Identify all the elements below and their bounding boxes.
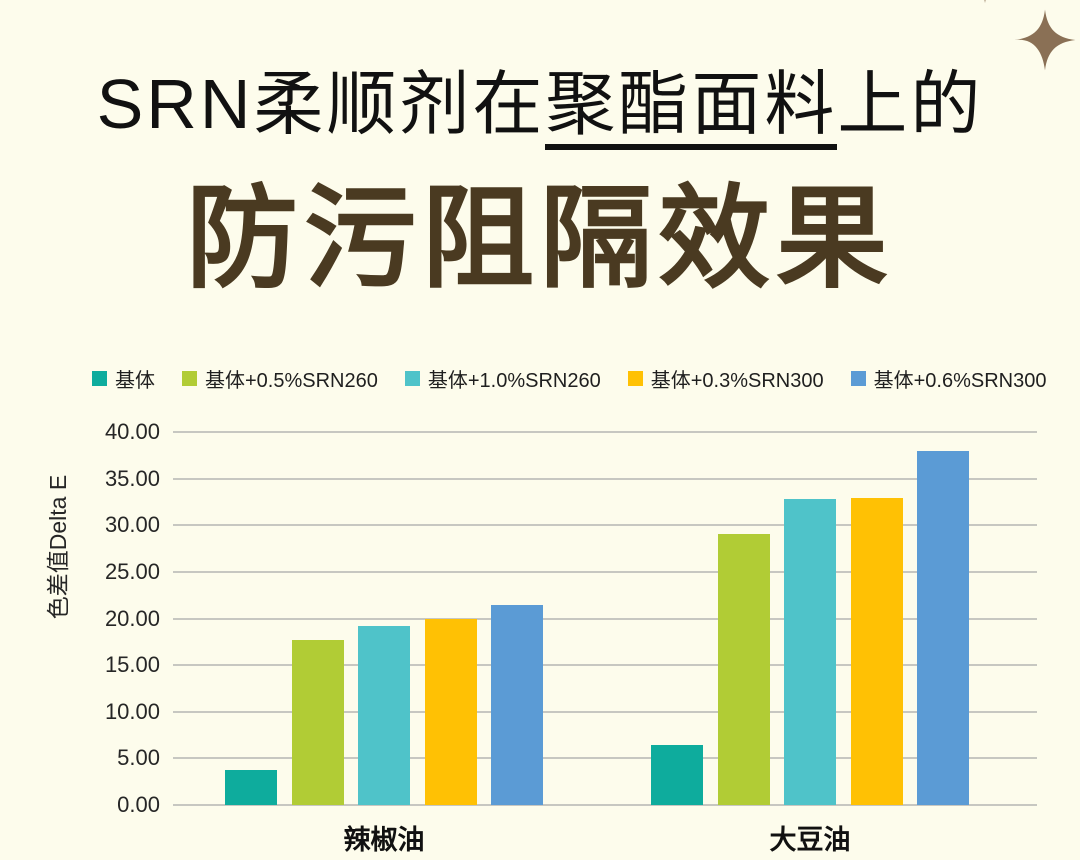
legend-item: 基体+0.5%SRN260 [182, 364, 378, 393]
legend-swatch-icon [850, 371, 866, 386]
gridline [173, 804, 1037, 806]
y-tick-label: 0.00 [117, 792, 160, 817]
bar-大豆油-基体+0.3%SRN300 [850, 498, 903, 805]
y-tick-label: 5.00 [117, 745, 160, 771]
chart-legend: 基体 基体+0.5%SRN260 基体+1.0%SRN260 基体+0.3%SRN30… [92, 364, 1047, 393]
legend-label: 基体+0.5%SRN260 [205, 370, 378, 392]
gridline [173, 710, 1037, 713]
x-axis-label: 大豆油 [769, 825, 851, 855]
legend-item: 基体+0.6%SRN300 [850, 364, 1047, 393]
legend-swatch-icon [182, 371, 197, 386]
y-tick-label: 20.00 [104, 605, 160, 631]
y-tick-label: 10.00 [104, 698, 160, 724]
gridline [173, 431, 1037, 433]
y-tick-label: 40.00 [104, 419, 160, 444]
y-tick-label: 30.00 [104, 512, 160, 538]
legend-label: 基体+0.6%SRN300 [873, 370, 1047, 392]
bar-大豆油-基体+1.0%SRN260 [784, 499, 836, 805]
bar-辣椒油-基体+0.5%SRN260 [291, 639, 344, 805]
legend-swatch-icon [92, 371, 107, 386]
bar-大豆油-基体+0.5%SRN260 [717, 533, 770, 805]
bar-辣椒油-基体+0.3%SRN300 [424, 619, 477, 805]
gridline [173, 477, 1037, 480]
x-axis-label: 辣椒油 [343, 825, 425, 855]
bar-大豆油-基体+0.6%SRN300 [917, 450, 969, 805]
bar-辣椒油-基体 [225, 769, 277, 805]
bar-大豆油-基体 [651, 745, 703, 805]
legend-item: 基体+0.3%SRN300 [627, 364, 824, 393]
y-tick-label: 15.00 [104, 652, 160, 678]
gridline [173, 617, 1037, 620]
bar-辣椒油-基体+0.6%SRN300 [491, 605, 543, 805]
legend-swatch-icon [627, 371, 643, 386]
y-axis-title: 色差值Delta E [45, 474, 71, 620]
plot-area [173, 431, 1037, 806]
page-title-prefix: SRN柔顺剂在 [96, 65, 546, 143]
bar-辣椒油-基体+1.0%SRN260 [358, 625, 410, 805]
sparkle-icon [1014, 9, 1076, 71]
page-title-underlined: 聚酯面料 [545, 65, 838, 150]
legend-item: 基体 [92, 364, 155, 393]
sparkle-icon-small [984, 0, 986, 4]
y-tick-label: 25.00 [104, 558, 160, 584]
gridline [173, 757, 1037, 760]
page-title-suffix: 上的 [837, 65, 984, 143]
page-title: SRN柔顺剂在聚酯面料上的 [0, 48, 1080, 150]
y-tick-label: 35.00 [104, 465, 160, 491]
gridline [173, 570, 1037, 573]
legend-item: 基体+1.0%SRN260 [404, 364, 601, 393]
gridline [173, 664, 1037, 667]
legend-label: 基体+1.0%SRN260 [427, 370, 601, 392]
gridline [173, 524, 1037, 527]
legend-label: 基体+0.3%SRN300 [650, 370, 824, 392]
legend-swatch-icon [404, 371, 420, 386]
legend-label: 基体 [115, 370, 155, 392]
page-subtitle: 防污阻隔效果 [186, 176, 894, 301]
